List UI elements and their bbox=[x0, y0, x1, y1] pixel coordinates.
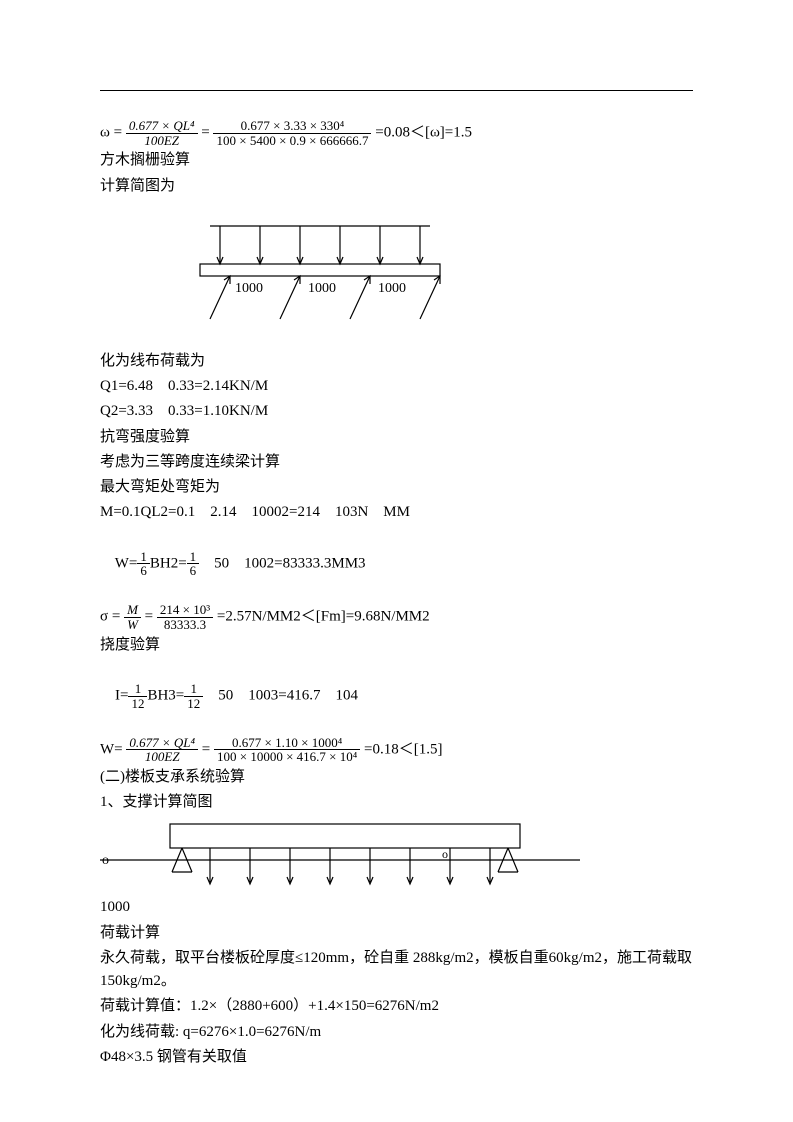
eq-pre: W= bbox=[100, 741, 123, 757]
beam-svg-2: o o bbox=[100, 820, 580, 890]
text-line: 方木搁栅验算 bbox=[100, 149, 693, 172]
frac-den: 100EZ bbox=[126, 134, 198, 148]
text-line: 1、支撑计算简图 bbox=[100, 791, 693, 814]
text-line: 永久荷载，取平台楼板砼厚度≤120mm，砼自重 288kg/m2，模板自重60k… bbox=[100, 947, 693, 994]
frac-num: 1 bbox=[137, 550, 150, 565]
eq-mid: BH2= bbox=[150, 555, 187, 571]
text-line: Φ48×3.5 钢管有关取值 bbox=[100, 1046, 693, 1069]
text-line: Q1=6.48 0.33=2.14KN/M bbox=[100, 375, 693, 398]
span-label: 1000 bbox=[235, 281, 263, 296]
frac: 214 × 10³ 83333.3 bbox=[157, 603, 213, 631]
eq-sign: = bbox=[202, 741, 210, 757]
frac-den: 83333.3 bbox=[157, 618, 213, 632]
frac-den: 6 bbox=[137, 564, 150, 578]
eq-tail: =2.57N/MM2＜[Fm]=9.68N/MM2 bbox=[217, 609, 430, 625]
text-line: 荷载计算值：1.2×（2880+600）+1.4×150=6276N/m2 bbox=[100, 995, 693, 1018]
text-line: 计算简图为 bbox=[100, 175, 693, 198]
frac: M W bbox=[124, 603, 141, 631]
frac: 16 bbox=[137, 550, 150, 578]
frac-num: M bbox=[124, 603, 141, 618]
text-line: 抗弯强度验算 bbox=[100, 426, 693, 449]
frac-den: 100 × 5400 × 0.9 × 666666.7 bbox=[213, 134, 371, 148]
frac-num: 1 bbox=[187, 550, 200, 565]
span-label-1000: 1000 bbox=[100, 896, 693, 919]
label-o: o bbox=[102, 853, 109, 868]
label-o2: o bbox=[442, 847, 448, 861]
omega-frac1: 0.677 × QL⁴ 100EZ bbox=[126, 119, 198, 147]
text-line: 化为线荷载: q=6276×1.0=6276N/m bbox=[100, 1021, 693, 1044]
text-line: 考虑为三等跨度连续梁计算 bbox=[100, 451, 693, 474]
frac-num: 214 × 10³ bbox=[157, 603, 213, 618]
frac: 0.677 × 1.10 × 1000⁴ 100 × 10000 × 416.7… bbox=[214, 736, 360, 764]
frac-num: 0.677 × QL⁴ bbox=[126, 119, 198, 134]
beam-diagram-2: o o bbox=[100, 820, 580, 890]
equation-W2: W= 0.677 × QL⁴ 100EZ = 0.677 × 1.10 × 10… bbox=[100, 736, 693, 764]
eq-sign: = bbox=[145, 609, 153, 625]
frac-num: 1 bbox=[128, 682, 147, 697]
omega-tail: =0.08＜[ω]=1.5 bbox=[375, 125, 472, 141]
text-line: 化为线布荷载为 bbox=[100, 350, 693, 373]
eq-pre: I= bbox=[115, 688, 128, 704]
frac-den: W bbox=[124, 618, 141, 632]
frac: 16 bbox=[187, 550, 200, 578]
span-label: 1000 bbox=[308, 281, 336, 296]
page-rule bbox=[100, 90, 693, 91]
text-line: 挠度验算 bbox=[100, 634, 693, 657]
frac-num: 0.677 × 1.10 × 1000⁴ bbox=[214, 736, 360, 751]
frac-den: 12 bbox=[128, 697, 147, 711]
span-label: 1000 bbox=[378, 281, 406, 296]
frac-num: 1 bbox=[184, 682, 203, 697]
eq-tail: 50 1002=83333.3MM3 bbox=[199, 555, 365, 571]
eq-tail: 50 1003=416.7 104 bbox=[203, 688, 358, 704]
equation-I: I=112BH3=112 50 1003=416.7 104 bbox=[100, 659, 693, 734]
eq-tail: =0.18＜[1.5] bbox=[364, 741, 442, 757]
beam-svg-1: 1000 1000 1000 bbox=[180, 214, 460, 334]
frac-den: 100 × 10000 × 416.7 × 10⁴ bbox=[214, 750, 360, 764]
eq-sign: = bbox=[201, 125, 209, 141]
frac-den: 12 bbox=[184, 697, 203, 711]
omega-lhs: ω = bbox=[100, 125, 122, 141]
eq-pre: W= bbox=[115, 555, 138, 571]
text-line: Q2=3.33 0.33=1.10KN/M bbox=[100, 400, 693, 423]
frac-num: 0.677 × 3.33 × 330⁴ bbox=[213, 119, 371, 134]
frac: 112 bbox=[184, 682, 203, 710]
eq-mid: BH3= bbox=[147, 688, 184, 704]
beam-diagram-1: 1000 1000 1000 bbox=[180, 214, 460, 334]
text-line: (二)楼板支承系统验算 bbox=[100, 766, 693, 789]
omega-frac2: 0.677 × 3.33 × 330⁴ 100 × 5400 × 0.9 × 6… bbox=[213, 119, 371, 147]
text-line: 最大弯矩处弯矩为 bbox=[100, 476, 693, 499]
frac-den: 100EZ bbox=[126, 750, 198, 764]
frac-den: 6 bbox=[187, 564, 200, 578]
frac-num: 0.677 × QL⁴ bbox=[126, 736, 198, 751]
equation-sigma: σ = M W = 214 × 10³ 83333.3 =2.57N/MM2＜[… bbox=[100, 603, 693, 631]
eq-pre: σ bbox=[100, 609, 108, 625]
equation-W: W=16BH2=16 50 1002=83333.3MM3 bbox=[100, 527, 693, 602]
frac: 112 bbox=[128, 682, 147, 710]
text-line: 荷载计算 bbox=[100, 922, 693, 945]
eq-sign: = bbox=[112, 609, 120, 625]
equation-omega: ω = 0.677 × QL⁴ 100EZ = 0.677 × 3.33 × 3… bbox=[100, 119, 693, 147]
text-line: M=0.1QL2=0.1 2.14 10002=214 103N MM bbox=[100, 501, 693, 524]
frac: 0.677 × QL⁴ 100EZ bbox=[126, 736, 198, 764]
